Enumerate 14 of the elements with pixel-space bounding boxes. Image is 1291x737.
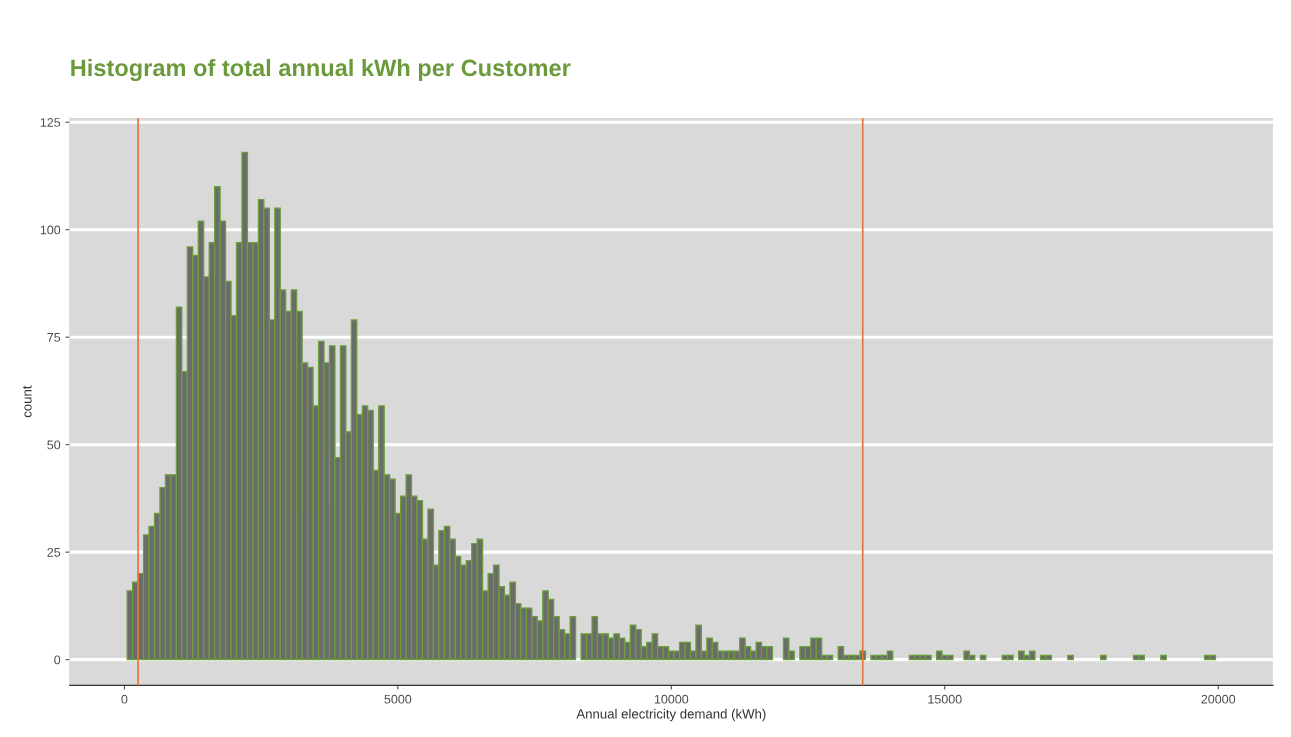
x-tick-label: 0 [121,694,128,704]
x-tick-label: 10000 [654,694,689,704]
x-tick-label: 15000 [928,694,962,704]
y-tick-label: 125 [40,118,61,127]
y-tick-label: 0 [54,655,61,665]
y-tick-label: 25 [47,547,61,557]
x-tick-label: 5000 [384,694,412,704]
x-tick-label: 20000 [1201,694,1236,704]
y-tick-label: 50 [47,440,61,450]
y-tick-label: 75 [47,333,61,342]
x-axis-title: Annual electricity demand (kWh) [576,708,766,722]
y-tick-label: 100 [40,225,61,235]
chart-title: Histogram of total annual kWh per Customer [71,58,571,82]
y-axis-title: count [23,385,32,418]
